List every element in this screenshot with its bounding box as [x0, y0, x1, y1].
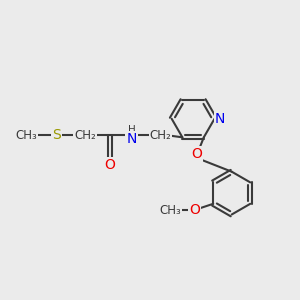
Text: H: H [128, 125, 135, 135]
Text: CH₂: CH₂ [149, 129, 171, 142]
Text: CH₂: CH₂ [149, 129, 171, 142]
Text: O: O [191, 147, 202, 161]
Text: O: O [104, 158, 115, 172]
Text: N: N [126, 132, 137, 146]
Text: CH₃: CH₃ [159, 204, 181, 217]
Text: N: N [215, 112, 225, 126]
Text: O: O [189, 203, 200, 217]
Text: CH₂: CH₂ [74, 129, 96, 142]
Text: S: S [52, 128, 61, 142]
Text: CH₃: CH₃ [15, 129, 37, 142]
